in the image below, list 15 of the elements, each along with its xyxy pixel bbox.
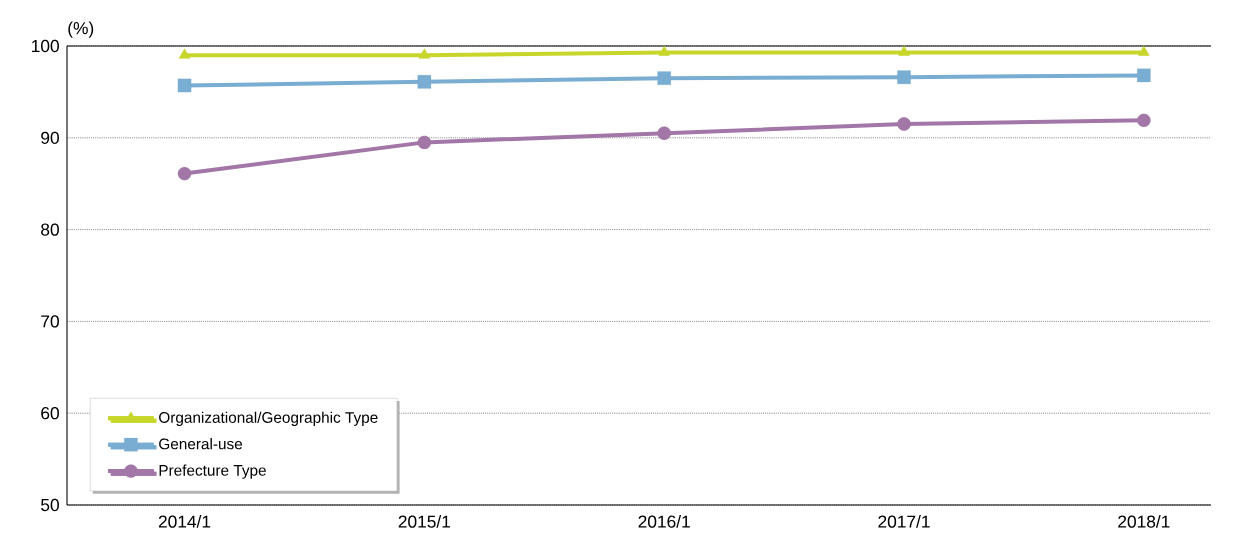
y-tick-label: 50 xyxy=(41,498,59,512)
x-tick-label: 2016/1 xyxy=(638,515,690,528)
y-tick-label: 80 xyxy=(41,223,59,236)
y-tick-label: 60 xyxy=(41,407,59,420)
x-tick-label: 2015/1 xyxy=(398,515,451,528)
x-tick-label: 2014/1 xyxy=(158,515,211,528)
x-tick-label: 2017/1 xyxy=(878,515,930,528)
legend-label: General-use xyxy=(159,438,243,450)
legend-label: Organizational/Geographic Type xyxy=(159,411,378,426)
y-axis-title: (%) xyxy=(68,21,94,38)
y-tick-label: 90 xyxy=(41,131,59,144)
legend-label: Prefecture Type xyxy=(159,464,266,479)
x-tick-label: 2018/1 xyxy=(1118,515,1170,528)
y-tick-label: 100 xyxy=(32,39,59,53)
y-tick-label: 70 xyxy=(41,315,59,328)
